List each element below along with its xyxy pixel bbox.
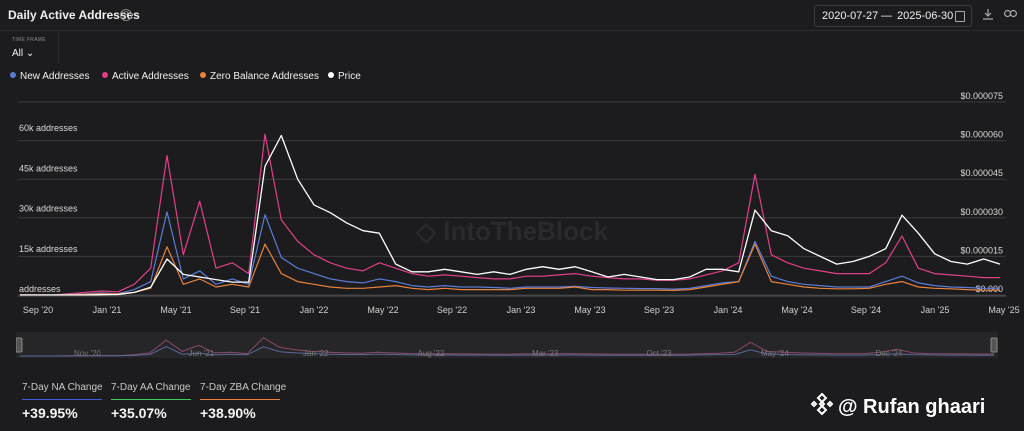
y-left-tick-label: addresses (19, 284, 61, 294)
legend-dot (10, 72, 16, 78)
stat-na-label: 7-Day NA Change (22, 382, 103, 393)
navigator-tick-label: Oct '23 (647, 349, 673, 358)
x-tick-label: May '23 (574, 305, 605, 315)
date-range-picker[interactable]: 2020-07-27 — 2025-06-30 (814, 5, 972, 27)
y-right-tick-label: $0.000045 (960, 168, 1003, 178)
navigator-handle-right[interactable] (990, 337, 998, 353)
x-tick-label: May '21 (160, 305, 191, 315)
series-line-new-addresses (20, 211, 1000, 296)
navigator-tick-label: Nov '20 (74, 349, 101, 358)
timeframe-select[interactable]: All ⌄ (12, 48, 35, 59)
calendar-icon[interactable] (955, 11, 965, 22)
legend-label: Zero Balance Addresses (210, 71, 319, 82)
stat-aa-value: +35.07% (111, 405, 167, 421)
series-line-active-addresses (20, 133, 1000, 296)
divider (58, 32, 59, 64)
x-tick-label: Sep '22 (437, 305, 467, 315)
x-tick-label: Jan '21 (93, 305, 122, 315)
series-line-zero-balance-addresses (20, 243, 1000, 296)
y-left-tick-label: 30k addresses (19, 204, 78, 214)
navigator-series-active (20, 337, 994, 357)
download-icon[interactable] (983, 9, 993, 20)
y-left-tick-label: 45k addresses (19, 163, 78, 173)
x-tick-label: May '22 (367, 305, 398, 315)
series-line-price (20, 134, 1001, 296)
navigator-tick-label: Aug '22 (418, 349, 445, 358)
help-circle-icon[interactable]: ? (120, 9, 132, 21)
y-left-tick-label: 15k addresses (19, 244, 78, 254)
y-right-tick-label: $0.000 (975, 284, 1003, 294)
y-right-tick-label: $0.000015 (960, 245, 1003, 255)
navigator-handle-left[interactable] (16, 337, 23, 353)
page-title: Daily Active Addresses (8, 8, 140, 22)
x-tick-label: Sep '24 (851, 305, 881, 315)
navigator-tick-label: Dec '24 (876, 349, 903, 358)
navigator-tick-label: Jan '22 (303, 349, 329, 358)
x-tick-label: Sep '20 (23, 305, 53, 315)
link-icon[interactable] (1004, 9, 1017, 18)
x-tick-label: May '25 (988, 305, 1019, 315)
daily-active-addresses-chart[interactable]: $0.000 $0.000015 $0.000030 $0.000045 $0.0000… (0, 90, 1024, 325)
timeframe-label: TIME FRAME (12, 37, 46, 43)
y-right-tick-label: $0.000060 (960, 130, 1003, 140)
navigator-series-new (20, 345, 994, 357)
stat-zba-underline (200, 399, 280, 400)
stat-zba-label: 7-Day ZBA Change (200, 382, 287, 393)
stat-na-value: +39.95% (22, 405, 78, 421)
x-tick-label: Jan '23 (507, 305, 536, 315)
binance-logo-icon (810, 392, 834, 416)
legend-dot (102, 72, 108, 78)
chart-watermark: ◇ IntoTheBlock (415, 216, 608, 246)
legend-label: Active Addresses (112, 71, 189, 82)
legend-dot (200, 72, 206, 78)
date-separator: — (881, 10, 892, 22)
watermark: @ Rufan ghaari (810, 392, 985, 419)
x-tick-label: Sep '23 (644, 305, 674, 315)
x-tick-label: Sep '21 (230, 305, 260, 315)
legend-item-zero-balance-addresses[interactable]: Zero Balance Addresses (200, 71, 319, 82)
y-right-tick-label: $0.000030 (960, 207, 1003, 217)
y-left-tick-label: 60k addresses (19, 123, 78, 133)
x-tick-label: Jan '24 (714, 305, 743, 315)
x-tick-label: Jan '22 (300, 305, 329, 315)
x-tick-label: May '24 (781, 305, 812, 315)
legend-label: New Addresses (20, 71, 90, 82)
x-tick-label: Jan '25 (921, 305, 950, 315)
stat-aa-label: 7-Day AA Change (111, 382, 191, 393)
date-end[interactable]: 2025-06-30 (897, 10, 954, 22)
legend-item-active-addresses[interactable]: Active Addresses (102, 71, 189, 82)
date-start[interactable]: 2020-07-27 (822, 10, 879, 22)
legend-label: Price (338, 71, 361, 82)
y-right-tick-label: $0.000075 (960, 91, 1003, 101)
navigator-tick-label: May '24 (761, 349, 789, 358)
stat-na-underline (22, 399, 102, 400)
stat-zba-value: +38.90% (200, 405, 256, 421)
navigator-tick-label: Jun '21 (189, 349, 215, 358)
time-navigator[interactable]: Nov '20 Jun '21 Jan '22 Aug '22 Mar '23 Oct '… (16, 332, 998, 358)
legend-dot (328, 72, 334, 78)
top-bar (0, 0, 1024, 31)
watermark-text: @ Rufan ghaari (838, 396, 986, 418)
legend-item-price[interactable]: Price (328, 71, 361, 82)
navigator-tick-label: Mar '23 (532, 349, 559, 358)
legend-item-new-addresses[interactable]: New Addresses (10, 71, 89, 82)
stat-aa-underline (111, 399, 191, 400)
